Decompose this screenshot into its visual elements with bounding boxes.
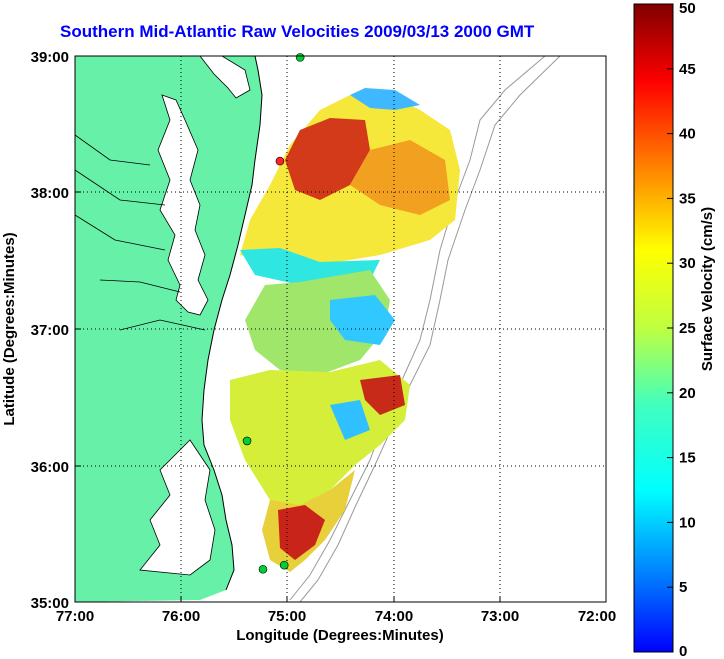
colorbar-gradient xyxy=(633,3,674,653)
colorbar-tick-label: 45 xyxy=(679,61,696,78)
map-tick-marks xyxy=(74,55,607,603)
colorbar-label: Surface Velocity (cm/s) xyxy=(699,207,716,371)
lon-tick-label: 73:00 xyxy=(481,608,519,625)
colorbar-tick-label: 0 xyxy=(679,643,687,659)
station-marker xyxy=(279,560,289,570)
lat-tick-label: 36:00 xyxy=(31,459,69,476)
velocity-field-north-top xyxy=(350,88,420,110)
colorbar-tick-label: 35 xyxy=(679,190,696,207)
station-marker xyxy=(242,436,252,446)
station-marker xyxy=(295,53,305,62)
velocity-field-shelf-hot xyxy=(278,505,325,560)
colorbar-tick-label: 50 xyxy=(679,0,696,17)
colorbar-tick-label: 20 xyxy=(679,385,696,402)
x-axis-label: Longitude (Degrees:Minutes) xyxy=(236,627,444,644)
velocity-field-north-hot xyxy=(285,118,370,200)
velocity-field-north-orange xyxy=(350,140,450,215)
pamlico-sound xyxy=(139,439,216,576)
station-marker xyxy=(258,564,268,574)
lat-tick-label: 37:00 xyxy=(31,322,69,339)
colorbar-tick-label: 10 xyxy=(679,514,696,531)
colorbar-tick-label: 15 xyxy=(679,450,696,467)
station-markers xyxy=(242,53,305,574)
colorbar-tick-label: 30 xyxy=(679,255,696,272)
bathymetry-contour xyxy=(289,56,546,601)
colorbar-tick-label: 25 xyxy=(679,320,696,337)
velocity-field-central-cyan xyxy=(330,295,395,345)
map-title: Southern Mid-Atlantic Raw Velocities 200… xyxy=(60,22,535,41)
velocity-field xyxy=(230,88,460,572)
lat-tick-label: 35:00 xyxy=(31,595,69,612)
lon-tick-label: 72:00 xyxy=(578,608,616,625)
velocity-field-south-cyan xyxy=(330,400,370,440)
lon-tick-label: 74:00 xyxy=(375,608,413,625)
map-plot-area xyxy=(75,56,606,602)
colorbar-tick-label: 5 xyxy=(679,579,687,596)
velocity-field-central xyxy=(245,270,390,375)
map-grid xyxy=(75,56,606,602)
colorbar-tick-label: 40 xyxy=(679,126,696,143)
chesapeake-bay xyxy=(157,94,209,316)
y-axis-label: Latitude (Degrees:Minutes) xyxy=(1,232,18,425)
lon-tick-label: 75:00 xyxy=(268,608,306,625)
lat-tick-label: 38:00 xyxy=(31,185,69,202)
lon-tick-label: 76:00 xyxy=(162,608,200,625)
lat-tick-label: 39:00 xyxy=(31,49,69,66)
coastline xyxy=(201,56,263,591)
bay-tributaries xyxy=(75,134,206,331)
bathymetry-contour-2 xyxy=(299,56,561,602)
lon-tick-label: 77:00 xyxy=(56,608,94,625)
station-marker xyxy=(275,156,285,166)
delaware-bay xyxy=(199,56,251,99)
